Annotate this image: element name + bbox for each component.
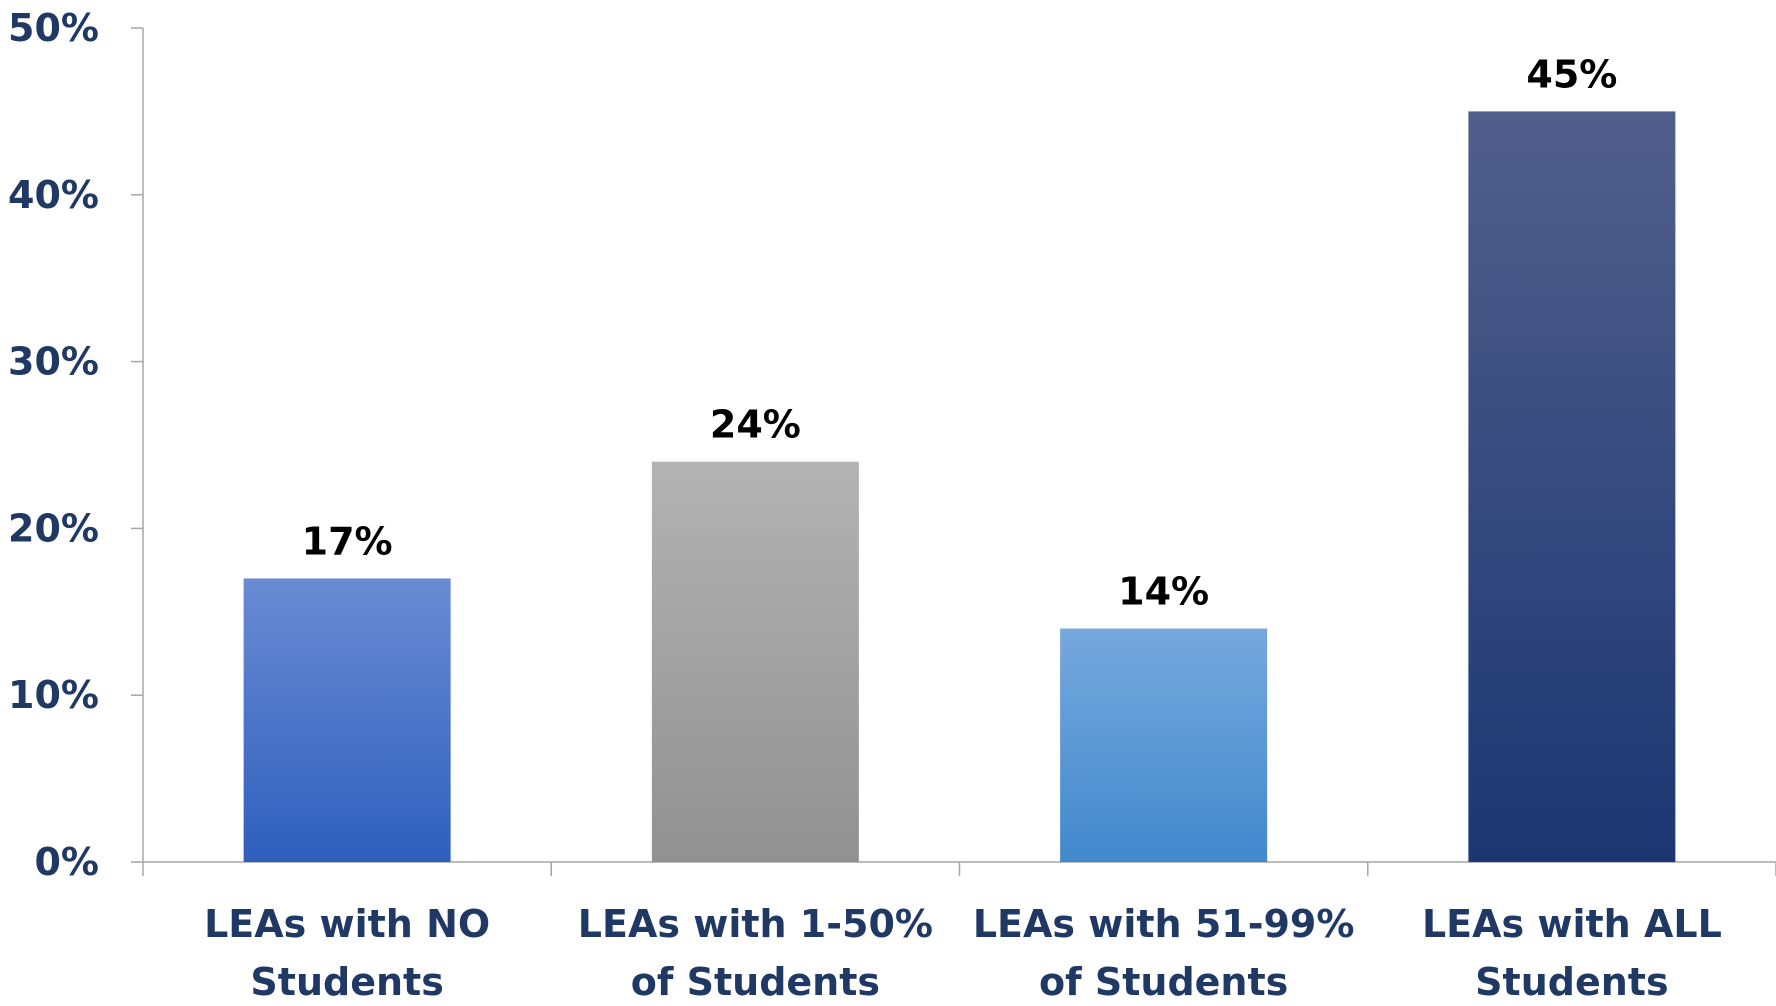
y-tick-label: 20% [8,506,99,550]
x-tick-label: LEAs with 51-99% [973,902,1355,946]
x-tick-label: of Students [631,960,880,1001]
data-label: 17% [302,519,393,563]
x-tick-label: LEAs with 1-50% [578,902,933,946]
x-tick-label: Students [1475,960,1668,1001]
y-tick-label: 10% [8,673,99,717]
data-label: 45% [1526,52,1617,96]
x-tick-label: LEAs with ALL [1422,902,1722,946]
y-tick-label: 40% [8,173,99,217]
bar [243,578,451,862]
y-axis: 0% 10% 20% 30% 40% 50% [8,6,144,884]
y-tick-label: 0% [34,840,99,884]
bar [651,461,859,862]
y-tick-label: 30% [8,340,99,384]
bars [243,111,1676,862]
bar [1468,111,1676,862]
x-axis: LEAs with NO Students LEAs with 1-50% of St… [142,861,1776,1004]
x-tick-label: Students [250,960,443,1001]
data-label: 14% [1118,569,1209,613]
x-tick-label: LEAs with NO [204,902,490,946]
data-labels: 17% 24% 14% 45% [302,52,1618,613]
y-tick-label: 50% [8,6,99,50]
x-tick-label: of Students [1039,960,1288,1001]
bar [1060,628,1268,862]
data-label: 24% [710,403,801,447]
